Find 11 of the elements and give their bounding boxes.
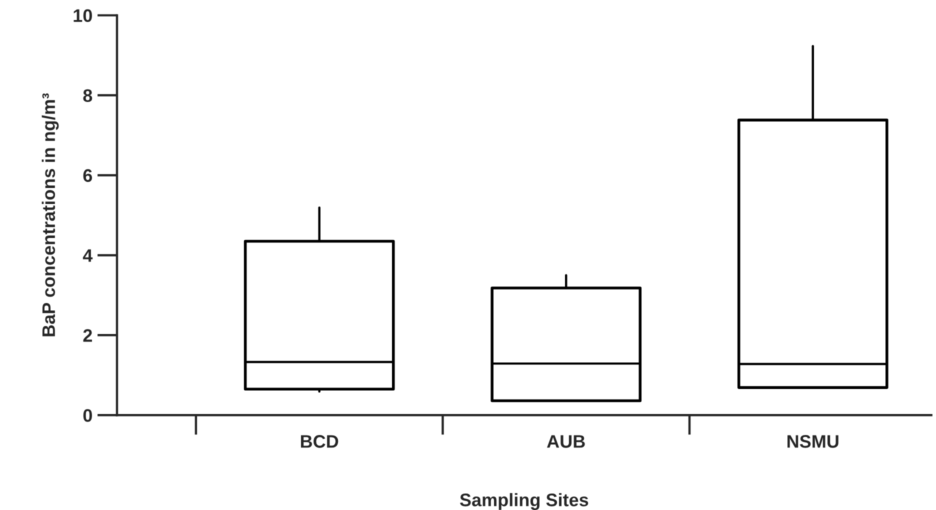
y-axis-title: BaP concentrations in ng/m³ [42, 93, 59, 336]
y-tick-label: 2 [83, 329, 92, 342]
x-tick-label: NSMU [788, 435, 838, 448]
x-tick-label: AUB [547, 435, 585, 448]
x-tick-label: BCD [300, 435, 338, 448]
y-tick-label: 6 [83, 169, 92, 182]
x-axis-title: Sampling Sites [460, 493, 588, 510]
y-tick-label: 0 [83, 409, 92, 422]
y-tick-label: 8 [83, 89, 92, 102]
y-tick-label: 4 [82, 249, 93, 262]
y-tick-label: 10 [74, 9, 92, 22]
